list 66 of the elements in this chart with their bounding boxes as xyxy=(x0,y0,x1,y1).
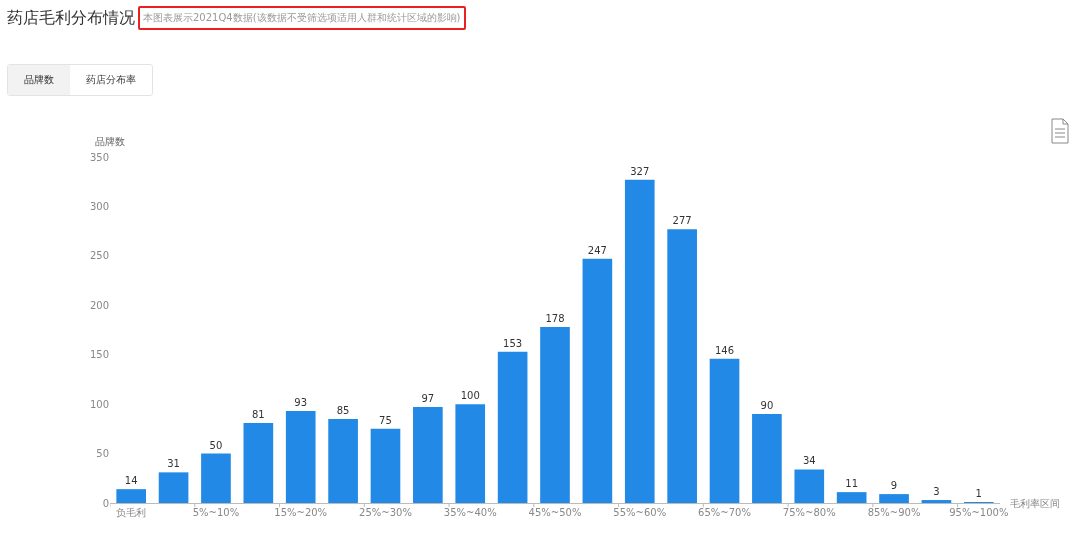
data-label: 1 xyxy=(975,488,982,500)
data-label: 75 xyxy=(379,414,392,426)
bar xyxy=(582,258,613,503)
y-tick-label: 100 xyxy=(89,398,109,410)
bar xyxy=(413,407,443,503)
bar xyxy=(667,229,697,503)
chart-title: 药店毛利分布情况 xyxy=(7,7,135,29)
x-axis-title: 毛利率区间 xyxy=(1010,498,1060,509)
x-tick-label: 95%~100% xyxy=(949,507,1009,518)
bar xyxy=(752,414,782,503)
bar xyxy=(370,428,401,503)
bar xyxy=(285,411,316,503)
x-tick-label: 45%~50% xyxy=(528,507,582,518)
bar xyxy=(624,179,655,503)
text: 品牌数 xyxy=(8,65,70,95)
bar xyxy=(158,472,189,503)
data-label: 247 xyxy=(587,244,607,256)
x-tick-label: 65%~70% xyxy=(698,507,751,518)
data-label: 327 xyxy=(630,165,650,177)
data-label: 97 xyxy=(421,393,435,405)
data-label: 100 xyxy=(460,390,480,402)
y-tick-label: 150 xyxy=(89,349,109,361)
bar xyxy=(116,489,147,503)
bar xyxy=(540,327,570,503)
bar xyxy=(201,453,231,503)
bar xyxy=(455,404,486,503)
bar xyxy=(243,422,274,503)
data-label: 34 xyxy=(802,455,816,467)
bar xyxy=(497,351,528,503)
y-tick-label: 200 xyxy=(89,299,109,311)
x-tick-label: 85%~90% xyxy=(867,507,921,518)
bar xyxy=(328,418,358,503)
y-tick-label: 350 xyxy=(89,151,109,163)
bar xyxy=(794,469,825,503)
y-tick-label: 250 xyxy=(89,250,109,262)
data-label: 3 xyxy=(933,486,940,498)
data-label: 178 xyxy=(545,313,565,325)
data-label: 146 xyxy=(714,344,735,356)
bar xyxy=(836,492,867,503)
y-tick-label: 300 xyxy=(89,200,109,212)
bar xyxy=(709,358,740,503)
data-label: 90 xyxy=(760,400,774,412)
data-label: 153 xyxy=(503,337,523,349)
data-label: 11 xyxy=(845,478,859,490)
y-tick-label: 0 xyxy=(102,497,109,509)
data-label: 31 xyxy=(167,458,180,470)
bar xyxy=(921,500,952,503)
x-tick-label: 25%~30% xyxy=(359,507,412,518)
x-tick-label: 15%~20% xyxy=(274,507,328,518)
data-label: 93 xyxy=(294,397,308,409)
data-label: 9 xyxy=(890,480,898,492)
data-label: 85 xyxy=(336,404,350,416)
data-label: 81 xyxy=(251,408,265,420)
bar xyxy=(879,494,909,503)
x-tick-label: 55%~60% xyxy=(613,507,667,518)
x-tick-label: 35%~40% xyxy=(443,507,497,518)
x-tick-label: 负毛利 xyxy=(116,507,147,518)
x-tick-label: 5%~10% xyxy=(192,507,240,518)
y-axis-title: 品牌数 xyxy=(95,136,125,147)
data-label: 50 xyxy=(209,439,223,451)
data-label: 277 xyxy=(672,215,692,227)
data-label: 14 xyxy=(124,475,138,487)
text: 药店分布率 xyxy=(85,73,137,87)
y-tick-label: 50 xyxy=(96,448,109,460)
x-tick-label: 75%~80% xyxy=(782,507,836,518)
chart-subtitle: 本图表展示2021Q4数据(该数据不受筛选项适用人群和统计区域的影响) xyxy=(138,6,466,30)
